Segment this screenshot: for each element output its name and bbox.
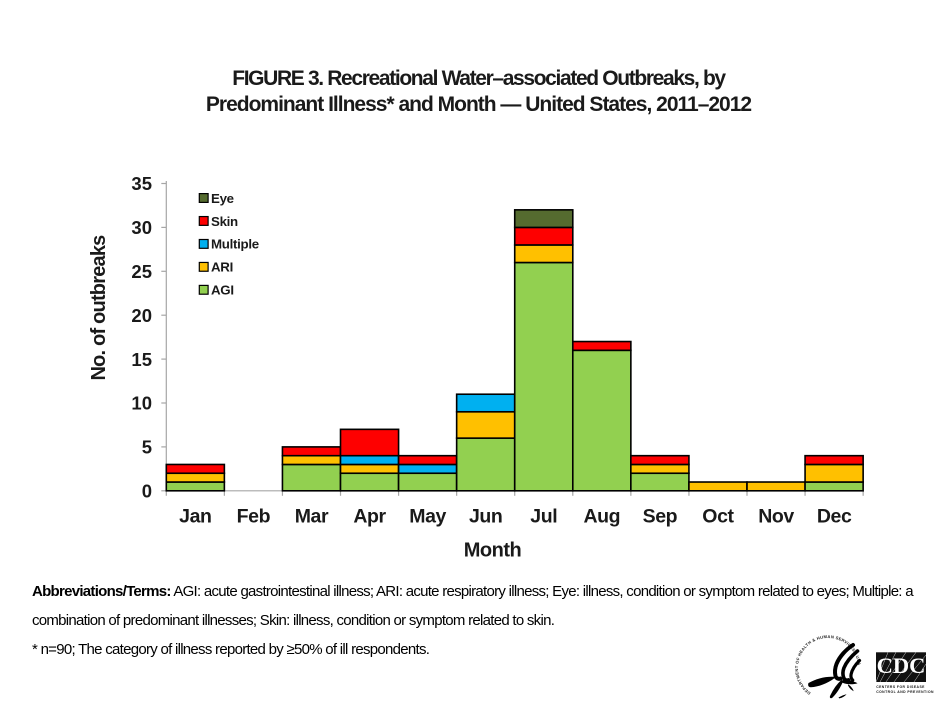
svg-text:CONTROL AND PREVENTION: CONTROL AND PREVENTION <box>876 690 934 694</box>
svg-text:Mar: Mar <box>295 505 329 527</box>
svg-text:Eye: Eye <box>211 191 234 206</box>
svg-text:No. of outbreaks: No. of outbreaks <box>88 235 110 381</box>
svg-text:Sep: Sep <box>643 505 678 527</box>
svg-text:AGI: AGI <box>211 283 234 298</box>
svg-text:Month: Month <box>464 540 521 562</box>
svg-text:Skin: Skin <box>211 214 238 229</box>
svg-text:Jan: Jan <box>179 505 211 527</box>
svg-text:20: 20 <box>131 305 152 326</box>
svg-text:CDC: CDC <box>877 653 926 678</box>
svg-text:Feb: Feb <box>237 505 271 527</box>
svg-text:10: 10 <box>131 393 152 414</box>
svg-text:15: 15 <box>131 349 152 370</box>
svg-text:Oct: Oct <box>702 505 734 527</box>
svg-text:May: May <box>409 505 446 527</box>
svg-text:ARI: ARI <box>211 260 233 275</box>
svg-text:25: 25 <box>131 261 152 282</box>
svg-text:35: 35 <box>131 173 152 194</box>
svg-text:Apr: Apr <box>353 505 386 527</box>
svg-text:Jul: Jul <box>530 505 557 527</box>
svg-text:Dec: Dec <box>817 505 852 527</box>
svg-text:0: 0 <box>142 481 152 502</box>
svg-text:Jun: Jun <box>469 505 502 527</box>
svg-text:Aug: Aug <box>583 505 620 527</box>
svg-text:CENTERS FOR DISEASE: CENTERS FOR DISEASE <box>876 685 925 689</box>
svg-text:DEPARTMENT OF HEALTH & HUMAN S: DEPARTMENT OF HEALTH & HUMAN SERVICES · … <box>795 634 862 696</box>
svg-text:30: 30 <box>131 217 152 238</box>
svg-text:5: 5 <box>142 437 152 458</box>
svg-text:Multiple: Multiple <box>211 237 259 252</box>
svg-text:Nov: Nov <box>758 505 794 527</box>
